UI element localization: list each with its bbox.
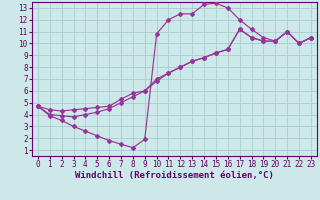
X-axis label: Windchill (Refroidissement éolien,°C): Windchill (Refroidissement éolien,°C) [75, 171, 274, 180]
